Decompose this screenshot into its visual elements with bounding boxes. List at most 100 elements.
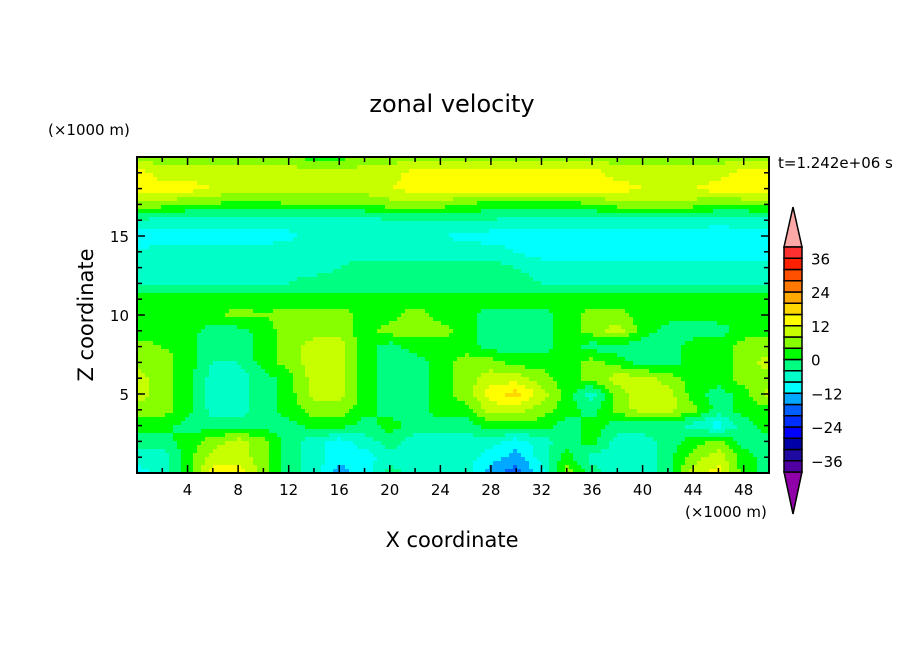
contour-cell: [277, 349, 302, 354]
contour-cell: [657, 445, 678, 450]
contour-cell: [753, 397, 770, 402]
contour-cell: [601, 169, 738, 174]
contour-cell: [345, 373, 358, 378]
contour-cell: [509, 453, 522, 458]
contour-cell: [545, 369, 582, 374]
contour-cell: [533, 393, 550, 398]
contour-cell: [389, 197, 454, 202]
contour-cell: [529, 441, 554, 446]
contour-cell: [633, 317, 770, 322]
contour-cell: [465, 353, 470, 358]
contour-cell: [733, 393, 750, 398]
contour-cell: [277, 377, 294, 382]
contour-cell: [257, 465, 270, 470]
contour-cell: [741, 413, 770, 418]
contour-cell: [277, 385, 294, 390]
contour-cell: [633, 321, 670, 326]
contour-cell: [549, 449, 566, 454]
contour-cell: [137, 273, 318, 278]
contour-cell: [137, 417, 186, 422]
contour-cell: [613, 177, 722, 182]
contour-cell: [301, 405, 354, 410]
contour-cell: [429, 405, 470, 410]
contour-cell: [381, 217, 498, 222]
contour-cell: [553, 313, 582, 318]
contour-cell: [433, 413, 478, 418]
contour-cell: [757, 401, 770, 406]
contour-cell: [197, 353, 254, 358]
contour-cell: [173, 361, 198, 366]
contour-cell: [137, 205, 162, 210]
contour-cell: [265, 437, 282, 442]
contour-cell: [681, 469, 690, 474]
contour-cell: [357, 349, 378, 354]
contour-cell: [281, 465, 302, 470]
contour-cell: [429, 365, 454, 370]
contour-cell: [757, 457, 770, 462]
contour-cell: [373, 453, 482, 458]
contour-cell: [169, 457, 182, 462]
contour-cell: [205, 389, 250, 394]
contour-cell: [557, 401, 578, 406]
contour-cell: [661, 325, 730, 330]
contour-cell: [277, 329, 354, 334]
contour-cell: [625, 389, 674, 394]
contour-cell: [169, 469, 182, 474]
contour-cell: [629, 189, 710, 194]
contour-cell: [377, 365, 430, 370]
contour-cell: [137, 321, 274, 326]
contour-cell: [173, 357, 198, 362]
contour-cell: [357, 341, 390, 346]
colorbar-box: [783, 325, 803, 338]
contour-cell: [549, 437, 582, 442]
contour-cell: [141, 465, 170, 470]
colorbar-tick-label: −36: [811, 453, 843, 471]
contour-cell: [657, 329, 730, 334]
contour-cell: [677, 401, 694, 406]
contour-cell: [589, 357, 594, 362]
contour-cell: [737, 461, 758, 466]
contour-cell: [137, 317, 270, 322]
contour-cell: [553, 317, 582, 322]
contour-cell: [345, 385, 358, 390]
contour-cell: [301, 445, 326, 450]
contour-cell: [329, 433, 366, 438]
contour-cell: [493, 357, 590, 362]
contour-cell: [173, 353, 198, 358]
contour-cell: [193, 373, 210, 378]
contour-cell: [301, 465, 322, 470]
contour-cell: [521, 469, 534, 474]
contour-cell: [481, 241, 770, 246]
y-tick-label: 15: [110, 228, 129, 246]
contour-cell: [137, 193, 222, 198]
contour-cell: [341, 397, 358, 402]
contour-cell: [149, 245, 506, 250]
contour-cell: [301, 453, 326, 458]
contour-cell: [693, 337, 746, 342]
contour-cell: [281, 469, 302, 474]
contour-cell: [597, 341, 630, 346]
contour-cell: [281, 445, 302, 450]
contour-cell: [521, 453, 534, 458]
contour-cell: [681, 357, 734, 362]
colorbar-tick-label: −24: [811, 419, 843, 437]
contour-cell: [553, 377, 582, 382]
contour-cell: [305, 341, 346, 346]
contour-cell: [173, 409, 194, 414]
colorbar-box: [783, 392, 803, 406]
contour-cell: [169, 465, 182, 470]
contour-cell: [209, 413, 246, 418]
contour-cell: [565, 417, 582, 422]
contour-cell: [637, 329, 658, 334]
contour-cell: [173, 437, 206, 442]
contour-cell: [145, 397, 174, 402]
contour-cell: [289, 281, 542, 286]
contour-cell: [657, 457, 674, 462]
contour-cell: [269, 449, 282, 454]
contour-cell: [137, 365, 174, 370]
contour-cell: [693, 205, 770, 210]
contour-cell: [561, 397, 574, 402]
contour-cell: [205, 393, 250, 398]
contour-cell: [753, 421, 770, 426]
contour-cell: [725, 441, 738, 446]
